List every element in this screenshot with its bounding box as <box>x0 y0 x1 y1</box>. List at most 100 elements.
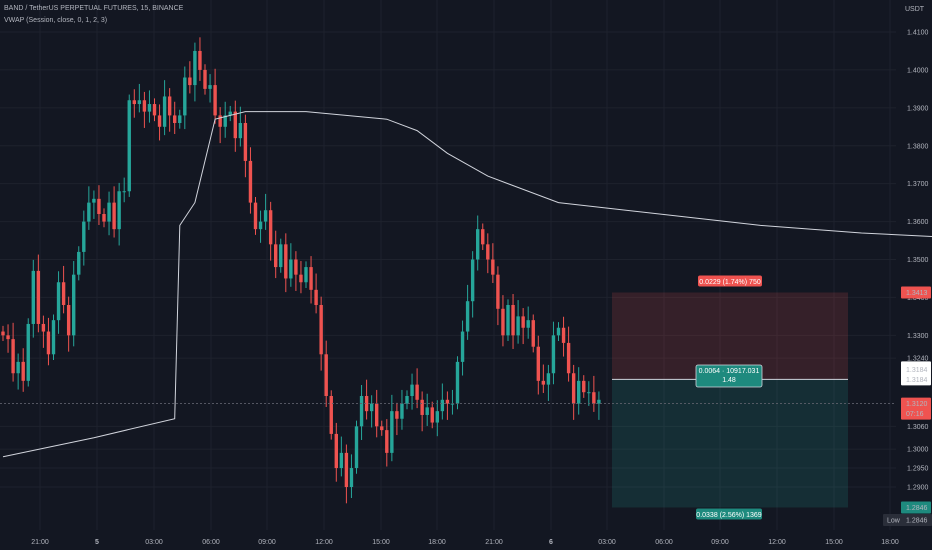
time-tick-label: 18:00 <box>428 539 446 546</box>
candle-body <box>400 403 404 419</box>
time-tick-label: 12:00 <box>768 539 786 546</box>
candle-body <box>66 305 71 336</box>
candle-body <box>289 259 293 279</box>
candle-body <box>77 251 81 275</box>
candle-body <box>147 104 152 112</box>
candle-body <box>122 191 126 193</box>
candle-body <box>167 96 172 116</box>
candle-body <box>511 305 515 336</box>
candle-body <box>496 274 500 309</box>
candle-body <box>233 111 237 139</box>
entry-price-badge: 1.3184 <box>906 367 928 374</box>
position-center-label-box <box>695 364 763 388</box>
target-price-badge: 1.2846 <box>906 505 928 512</box>
candle-body <box>218 115 222 127</box>
price-tick-label: 1.3300 <box>907 333 929 340</box>
candle-body <box>541 380 546 385</box>
price-tick-label: 1.2950 <box>907 466 929 473</box>
candle-body <box>571 373 576 404</box>
current-price-badge: 1.3120 <box>906 401 928 408</box>
time-tick-label: 09:00 <box>711 539 729 546</box>
candle-body <box>72 274 76 336</box>
candle-body <box>36 270 41 324</box>
candle-body <box>470 259 475 302</box>
candle-body <box>228 111 232 116</box>
candle-body <box>354 426 359 469</box>
candle-body <box>274 244 278 268</box>
target-price-badge-bg <box>901 501 931 514</box>
candle-body <box>314 289 318 305</box>
target-label: 0.0338 (2.56%) 1369 <box>696 512 761 519</box>
candle-body <box>223 115 227 127</box>
price-tick-label: 1.4000 <box>907 67 929 74</box>
position-tool[interactable]: 0.0229 (1.74%) 750 0.0064 · 10917.031 1.48… <box>612 275 848 520</box>
candle-body <box>208 85 212 89</box>
axis-currency: USDT <box>905 6 925 13</box>
candle-body <box>97 198 101 214</box>
vwap-line <box>2 111 932 458</box>
candle-body <box>198 50 202 70</box>
candle-body <box>6 335 10 340</box>
candle-body <box>592 392 596 404</box>
entry-price-badge-bg <box>901 361 931 386</box>
candle-body <box>415 384 419 400</box>
candle-body <box>31 270 35 324</box>
candle-body <box>183 77 187 116</box>
candle-body <box>117 191 121 230</box>
candle-body <box>380 426 384 431</box>
candle-body <box>253 202 258 230</box>
candle-body <box>294 259 298 275</box>
price-tick-label: 1.3000 <box>907 447 929 454</box>
time-axis[interactable]: 21:00 5 03:00 06:00 09:00 12:00 15:00 18:00 21:0… <box>31 539 899 546</box>
time-tick-label: 12:00 <box>315 539 333 546</box>
candle-body <box>11 339 15 374</box>
price-tick-label: 1.3800 <box>907 143 929 150</box>
time-tick-label: 03:00 <box>145 539 163 546</box>
low-badge-value: 1.2846 <box>906 518 928 525</box>
candle-body <box>61 282 66 305</box>
position-center-label: 0.0064 · 10917.031 <box>699 368 760 375</box>
candle-body <box>531 320 535 347</box>
candle-body <box>157 115 162 127</box>
candle-body <box>410 384 414 396</box>
candle-body <box>582 380 586 393</box>
countdown-badge: 07:16 <box>906 411 924 418</box>
symbol-title[interactable]: BAND / TetherUS PERPETUAL FUTURES, 15, B… <box>4 5 184 12</box>
candle-body <box>420 399 424 415</box>
candle-body <box>364 396 369 412</box>
entry-sub-price-badge: 1.3184 <box>906 377 928 384</box>
candle-body <box>82 221 86 252</box>
candle-body <box>102 214 106 222</box>
candle-body <box>319 305 323 355</box>
candle-body <box>445 399 450 404</box>
candle-body <box>142 100 147 112</box>
candle-body <box>546 373 551 385</box>
candle-body <box>132 100 136 105</box>
candle-body <box>455 361 460 404</box>
candle-body <box>329 396 333 434</box>
candle-body <box>107 202 111 222</box>
price-tick-label: 1.3600 <box>907 219 929 226</box>
candle-body <box>1 331 5 336</box>
candle-body <box>203 69 207 89</box>
time-tick-label: 15:00 <box>825 539 843 546</box>
price-tick-label: 1.3900 <box>907 105 929 112</box>
indicator-title[interactable]: VWAP (Session, close, 0, 1, 2, 3) <box>4 17 108 24</box>
candle-body <box>536 346 540 381</box>
candle-body <box>349 468 354 487</box>
price-tick-label: 1.4100 <box>907 30 929 37</box>
target-label-box <box>696 508 762 520</box>
candle-body <box>173 115 177 123</box>
candle-body <box>359 396 364 427</box>
candle-body <box>506 305 510 336</box>
candle-body <box>481 229 485 245</box>
target-zone[interactable] <box>612 379 848 508</box>
candle-body <box>395 411 399 419</box>
price-tick-label: 1.3700 <box>907 181 929 188</box>
candle-body <box>561 327 566 343</box>
candle-body <box>268 210 273 245</box>
candle-body <box>390 411 394 453</box>
candle-body <box>16 361 20 374</box>
candle-body <box>279 244 283 268</box>
